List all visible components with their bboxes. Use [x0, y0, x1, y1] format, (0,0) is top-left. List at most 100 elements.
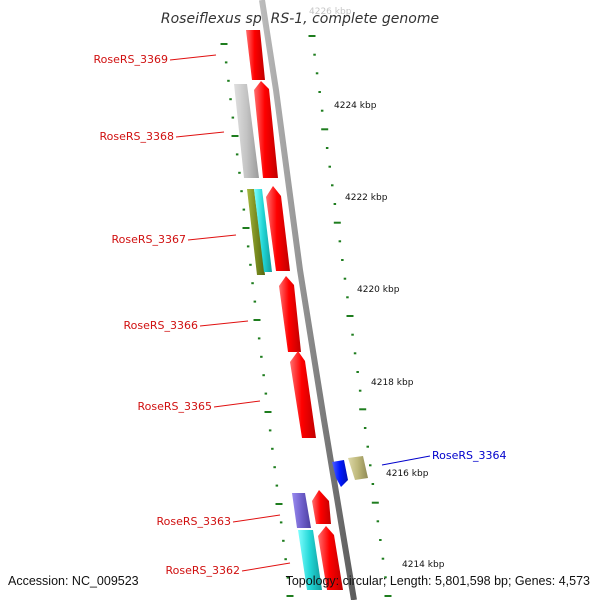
gene-label-roseRS-3366[interactable]: RoseRS_3366 — [124, 319, 199, 332]
gene-roseRS-3369[interactable] — [246, 30, 265, 80]
gene-roseRS-3366[interactable] — [279, 276, 301, 352]
minor-tick — [346, 296, 349, 299]
genome-backbone — [259, 0, 357, 600]
minor-tick — [351, 333, 354, 336]
minor-tick — [268, 429, 272, 432]
gene-label-roseRS-3365[interactable]: RoseRS_3365 — [138, 400, 213, 413]
gene-label-roseRS-3369[interactable]: RoseRS_3369 — [94, 53, 169, 66]
gene-label-roseRS-3367[interactable]: RoseRS_3367 — [112, 233, 187, 246]
minor-tick — [229, 98, 232, 101]
minor-tick — [341, 259, 344, 261]
minor-tick — [384, 576, 387, 579]
minor-tick — [262, 374, 265, 377]
gene-roseRS-3368[interactable] — [254, 81, 278, 178]
gene-roseRS-3363[interactable] — [312, 490, 331, 524]
minor-tick — [282, 539, 285, 542]
map-title: Roseiflexus sp. RS-1, complete genome — [161, 11, 439, 27]
minor-tick — [318, 91, 321, 93]
minor-tick — [325, 147, 329, 149]
minor-tick — [331, 184, 334, 187]
scale-label-4214: 4214 kbp — [402, 560, 445, 570]
major-tick — [286, 595, 294, 597]
minor-tick — [227, 79, 230, 82]
minor-tick — [315, 72, 319, 75]
minor-tick — [328, 165, 331, 168]
minor-tick — [353, 352, 357, 355]
major-tick — [384, 595, 392, 597]
minor-tick — [381, 557, 385, 560]
label-leaders — [169, 54, 431, 572]
minor-tick — [284, 558, 287, 561]
minor-tick — [369, 464, 372, 467]
minor-tick — [333, 203, 337, 205]
major-tick — [346, 315, 354, 317]
gene-label-roseRS-3364[interactable]: RoseRS_3364 — [432, 449, 507, 462]
minor-tick — [363, 427, 367, 429]
major-tick — [253, 319, 261, 321]
gene-labels: RoseRS_3369 RoseRS_3368 RoseRS_3367 Rose… — [94, 53, 507, 577]
minor-tick — [366, 445, 369, 448]
minor-tick — [358, 389, 362, 392]
major-tick — [371, 501, 379, 504]
scale-label-4224: 4224 kbp — [334, 101, 377, 111]
minor-tick — [279, 521, 283, 524]
minor-tick — [379, 539, 382, 541]
minor-tick — [235, 153, 239, 156]
minor-tick — [275, 484, 279, 487]
genome-summary-text: Topology: circular; Length: 5,801,598 bp… — [286, 574, 590, 588]
gene-roseRS-3365[interactable] — [290, 351, 316, 438]
scale-label-4220: 4220 kbp — [357, 285, 400, 295]
major-tick — [308, 35, 316, 37]
minor-tick — [246, 245, 250, 248]
major-tick — [242, 227, 250, 229]
minor-tick — [371, 483, 375, 485]
olive-feature[interactable] — [247, 189, 265, 275]
minor-tick — [271, 447, 274, 450]
major-tick — [321, 128, 329, 131]
minor-tick — [253, 300, 257, 303]
purple-feature[interactable] — [292, 493, 311, 528]
gene-roseRS-3362[interactable] — [318, 526, 343, 590]
khaki-feature[interactable] — [348, 456, 368, 480]
major-tick — [231, 135, 239, 137]
minor-tick — [338, 240, 342, 243]
minor-tick — [320, 109, 324, 112]
major-tick — [275, 503, 283, 505]
major-tick — [333, 221, 341, 224]
minor-tick — [273, 466, 276, 469]
minor-tick — [249, 263, 252, 266]
major-tick — [359, 408, 367, 411]
gene-label-roseRS-3362[interactable]: RoseRS_3362 — [166, 564, 241, 577]
minor-tick — [238, 171, 241, 174]
gene-roseRS-3364[interactable] — [332, 460, 348, 487]
minor-tick — [356, 371, 359, 373]
minor-tick — [224, 61, 228, 64]
scale-labels: 4226 kbp 4224 kbp 4222 kbp 4220 kbp 4218… — [309, 7, 445, 570]
gene-roseRS-3367[interactable] — [266, 186, 290, 271]
major-tick — [220, 43, 228, 45]
scale-label-4226: 4226 kbp — [309, 7, 352, 17]
cyan-feature-lower[interactable] — [298, 530, 322, 590]
gene-features — [234, 30, 368, 590]
minor-tick — [231, 116, 235, 119]
gene-label-roseRS-3368[interactable]: RoseRS_3368 — [100, 130, 175, 143]
gray-feature[interactable] — [234, 84, 259, 178]
minor-tick — [240, 190, 243, 193]
minor-tick — [264, 392, 268, 395]
minor-tick — [257, 337, 261, 340]
major-tick — [264, 411, 272, 413]
minor-tick — [260, 355, 263, 358]
tick-marks — [220, 35, 392, 597]
scale-label-4218: 4218 kbp — [371, 378, 414, 388]
minor-tick — [343, 277, 347, 280]
minor-tick — [251, 282, 254, 285]
minor-tick — [286, 576, 290, 579]
gene-label-roseRS-3363[interactable]: RoseRS_3363 — [157, 515, 232, 528]
cyan-feature[interactable] — [254, 189, 272, 272]
scale-label-4222: 4222 kbp — [345, 193, 388, 203]
minor-tick — [242, 208, 246, 211]
accession-text: Accession: NC_009523 — [8, 574, 139, 588]
minor-tick — [313, 53, 316, 56]
scale-label-4216: 4216 kbp — [386, 469, 429, 479]
